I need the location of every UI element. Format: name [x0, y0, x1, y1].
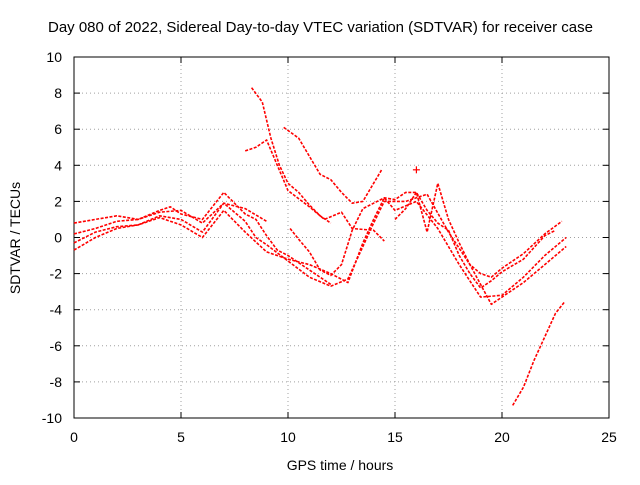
x-tick-label: 10 [280, 429, 296, 445]
x-tick-label: 15 [387, 429, 403, 445]
y-tick-label: 2 [54, 193, 62, 209]
data-series-track-g [244, 139, 385, 242]
y-tick-label: 10 [46, 49, 62, 65]
y-tick-label: 8 [54, 85, 62, 101]
y-tick-label: 4 [54, 157, 62, 173]
y-tick-label: 6 [54, 121, 62, 137]
grid [74, 57, 609, 418]
data-series-track-j [512, 302, 565, 406]
data-series-track-f [283, 126, 383, 204]
y-tick-label: 0 [54, 230, 62, 246]
x-tick-label: 25 [601, 429, 617, 445]
y-tick-label: -6 [50, 338, 63, 354]
y-tick-label: -2 [50, 266, 63, 282]
x-axis-label: GPS time / hours [287, 457, 394, 473]
outlier-point [412, 166, 420, 174]
data-series-track-b [73, 191, 332, 286]
data-series-track-i [394, 182, 563, 278]
x-tick-label: 20 [494, 429, 510, 445]
x-tick-label: 5 [177, 429, 185, 445]
y-tick-label: -4 [50, 302, 63, 318]
chart-title: Day 080 of 2022, Sidereal Day-to-day VTE… [48, 19, 593, 36]
data-series-track-e [250, 87, 332, 224]
data-series-track-a [73, 202, 268, 224]
y-tick-label: -8 [50, 374, 63, 390]
data-series-track-c [73, 193, 567, 306]
data-layer [73, 87, 567, 406]
x-tick-label: 0 [70, 429, 78, 445]
y-tick-label: -10 [42, 410, 62, 426]
axis-ticks: 0 5 10 15 20 25 -10 -8 -6 -4 -2 0 2 4 6 8 10 [42, 49, 617, 445]
data-series-track-h [289, 191, 556, 289]
y-axis-label: SDTVAR / TECUs [7, 182, 23, 294]
data-series-track-d [73, 197, 567, 298]
